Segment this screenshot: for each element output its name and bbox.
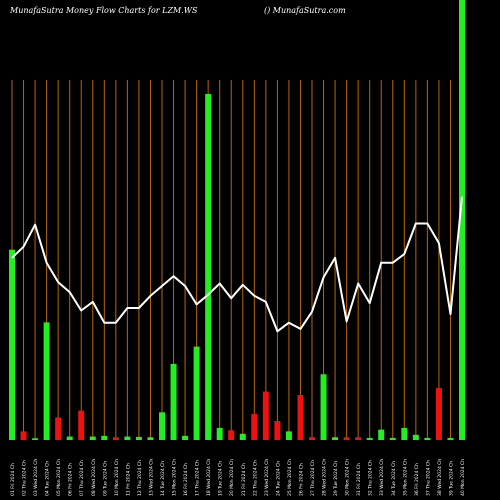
up-flow-bar xyxy=(182,435,189,440)
up-flow-bar xyxy=(239,433,246,440)
up-flow-bar xyxy=(147,437,154,440)
chart-title: MunafaSutra Money Flow Charts for LZM.WS xyxy=(10,6,198,15)
x-tick-label: 01 Fri 2024 Ch xyxy=(10,463,16,496)
down-flow-bar xyxy=(297,395,304,440)
up-flow-bar xyxy=(205,94,212,440)
x-tick-label: 36 Fri 2024 Ch xyxy=(414,463,420,496)
up-flow-bar xyxy=(101,435,108,440)
up-flow-bar xyxy=(389,437,396,440)
up-flow-bar xyxy=(170,363,177,440)
x-tick-label: 28 Wed 2024 Ch xyxy=(322,459,328,496)
down-flow-bar xyxy=(251,414,258,440)
up-flow-bar xyxy=(459,0,465,440)
down-flow-bar xyxy=(262,391,269,440)
up-flow-bar xyxy=(320,374,327,440)
down-flow-bar xyxy=(343,437,350,440)
x-tick-label: 26 Fri 2024 Ch xyxy=(298,463,304,496)
x-tick-label: 35 Mon 2024 Ch xyxy=(402,459,408,496)
down-flow-bar xyxy=(309,437,315,440)
up-flow-bar xyxy=(9,249,15,440)
x-tick-label: 25 Mon 2024 Ch xyxy=(287,459,293,496)
x-tick-label: 37 Thu 2024 Ch xyxy=(425,460,431,496)
up-flow-bar xyxy=(332,437,339,440)
down-flow-bar xyxy=(355,437,362,440)
x-tick-labels: 01 Fri 2024 Ch 02 Thu 2024 Ch 03 Wed 2024 … xyxy=(10,459,466,496)
up-flow-bar xyxy=(378,429,385,440)
up-flow-bar xyxy=(447,437,454,440)
x-tick-label: 05 Mon 2024 Ch xyxy=(56,459,62,496)
x-tick-label: 40 Mon 2024 Ch xyxy=(460,459,466,496)
up-flow-bar xyxy=(124,436,131,440)
x-tick-label: 09 Tue 2024 Ch xyxy=(102,461,108,496)
x-tick-label: 31 Fri 2024 Ch xyxy=(356,463,362,496)
grid-lines xyxy=(11,80,463,440)
money-flow-bars xyxy=(9,0,465,440)
up-flow-bar xyxy=(159,412,165,440)
x-tick-label: 04 Tue 2024 Ch xyxy=(45,461,51,496)
up-flow-bar xyxy=(193,346,200,440)
up-flow-bar xyxy=(412,434,419,440)
up-flow-bar xyxy=(366,437,373,440)
x-tick-label: 27 Thu 2024 Ch xyxy=(310,460,316,496)
x-tick-label: 03 Wed 2024 Ch xyxy=(33,459,39,496)
up-flow-bar xyxy=(135,436,142,440)
x-tick-label: 12 Thu 2024 Ch xyxy=(137,460,143,496)
down-flow-bar xyxy=(274,420,281,440)
x-tick-label: 06 Fri 2024 Ch xyxy=(68,463,74,496)
down-flow-bar xyxy=(20,431,27,440)
x-tick-label: 16 Fri 2024 Ch xyxy=(183,463,189,496)
x-tick-label: 21 Fri 2024 Ch xyxy=(241,463,247,496)
x-tick-label: 19 Tue 2024 Ch xyxy=(218,461,224,496)
x-tick-label: 10 Mon 2024 Ch xyxy=(114,459,120,496)
price-line xyxy=(11,196,463,333)
x-tick-label: 11 Fri 2024 Ch xyxy=(125,463,131,496)
down-flow-bar xyxy=(228,430,235,440)
x-tick-label: 32 Thu 2024 Ch xyxy=(368,460,374,496)
x-tick-label: 29 Tue 2024 Ch xyxy=(333,461,339,496)
up-flow-bar xyxy=(66,436,73,440)
x-tick-label: 18 Wed 2024 Ch xyxy=(206,459,212,496)
x-tick-label: 14 Tue 2024 Ch xyxy=(160,461,166,496)
x-tick-label: 30 Mon 2024 Ch xyxy=(345,459,351,496)
x-tick-label: 39 Tue 2024 Ch xyxy=(448,461,454,496)
x-tick-label: 38 Wed 2024 Ch xyxy=(437,459,443,496)
x-tick-label: 02 Thu 2024 Ch xyxy=(22,460,28,496)
up-flow-bar xyxy=(424,437,431,440)
x-tick-label: 07 Thu 2024 Ch xyxy=(79,460,85,496)
price-line-layer xyxy=(11,196,463,333)
x-tick-label: 34 Tue 2024 Ch xyxy=(391,461,397,496)
down-flow-bar xyxy=(55,417,62,440)
x-tick-label: 08 Wed 2024 Ch xyxy=(91,459,97,496)
x-tick-label: 22 Thu 2024 Ch xyxy=(252,460,258,496)
x-tick-label: 24 Tue 2024 Ch xyxy=(275,461,281,496)
site-credit: () MunafaSutra.com xyxy=(264,6,346,15)
x-tick-label: 23 Wed 2024 Ch xyxy=(264,459,270,496)
up-flow-bar xyxy=(32,438,39,440)
down-flow-bar xyxy=(435,388,442,440)
down-flow-bar xyxy=(112,437,119,440)
up-flow-bar xyxy=(285,431,292,440)
x-tick-label: 13 Wed 2024 Ch xyxy=(148,459,154,496)
x-tick-label: 20 Mon 2024 Ch xyxy=(229,459,235,496)
x-tick-label: 15 Mon 2024 Ch xyxy=(172,459,178,496)
x-tick-label: 17 Thu 2024 Ch xyxy=(195,460,201,496)
up-flow-bar xyxy=(216,427,223,440)
up-flow-bar xyxy=(89,436,96,440)
up-flow-bar xyxy=(401,427,408,440)
x-tick-label: 33 Wed 2024 Ch xyxy=(379,459,385,496)
down-flow-bar xyxy=(78,410,85,440)
up-flow-bar xyxy=(43,322,50,440)
